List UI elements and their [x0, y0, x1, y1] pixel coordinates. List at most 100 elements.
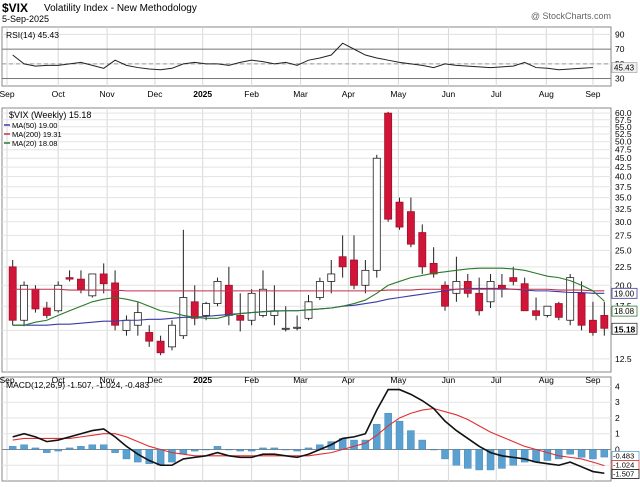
x-tick-label: Sep	[0, 375, 15, 385]
candle-up	[566, 277, 575, 321]
candle-down	[600, 315, 609, 329]
x-tick-label: Jul	[491, 375, 502, 385]
candle-up	[213, 281, 222, 304]
candle-up	[315, 281, 324, 298]
x-tick-label: Aug	[539, 375, 554, 385]
macd-histogram-bar	[384, 413, 392, 450]
macd-histogram-bar	[247, 449, 256, 452]
ma-line-2	[12, 267, 605, 326]
price-last-value: 15.18	[614, 324, 636, 334]
ma-line-1	[12, 288, 605, 292]
price-tick-label: 55.0	[615, 122, 632, 132]
ma-last-value: 19.00	[614, 289, 635, 298]
ma-legend-label: MA(50) 19.00	[12, 121, 57, 130]
x-tick-label: Oct	[52, 89, 66, 99]
macd-histogram-bar	[429, 449, 438, 451]
macd-tick-label: 4	[615, 381, 620, 391]
candle-down	[418, 232, 427, 268]
candle-up	[247, 292, 256, 321]
price-tick-label: 50.0	[615, 137, 632, 147]
x-tick-label: Sep	[585, 375, 600, 385]
macd-histogram-bar	[65, 447, 74, 450]
x-tick-label: May	[390, 375, 407, 385]
price-tick-label: 27.5	[615, 230, 632, 240]
macd-histogram-bar	[566, 449, 574, 455]
x-tick-label: Dec	[147, 375, 163, 385]
macd-tick-label: 1	[615, 429, 620, 439]
macd-tick-label: 3	[615, 397, 620, 407]
macd-histogram-bar	[225, 449, 233, 451]
macd-histogram-bar	[418, 439, 427, 450]
macd-histogram-bar	[99, 444, 108, 450]
candle-up	[133, 312, 142, 326]
candle-down	[145, 332, 154, 342]
macd-histogram-bar	[236, 449, 244, 452]
macd-histogram-bar	[441, 449, 449, 460]
macd-legend: MACD(12,26,9) -1.507, -1.024, -0.483	[6, 380, 149, 390]
macd-histogram-bar	[88, 444, 97, 450]
macd-tick-label: 0	[615, 444, 620, 454]
candle-up	[361, 269, 370, 286]
macd-histogram-bar	[350, 439, 358, 450]
rsi-tick-label: 70	[615, 44, 625, 54]
macd-histogram-bar	[259, 447, 267, 450]
price-tick-label: 12.5	[615, 354, 632, 364]
candle-down	[384, 112, 393, 220]
candle-down	[577, 292, 586, 326]
x-tick-label: Jun	[442, 89, 456, 99]
candle-down	[463, 281, 472, 294]
macd-histogram-bar	[168, 449, 176, 463]
macd-histogram-bar	[543, 449, 552, 461]
candle-down	[65, 277, 74, 280]
price-panel: 12.515.017.520.022.525.027.530.032.535.0…	[1, 107, 638, 373]
macd-histogram-bar	[373, 424, 381, 450]
x-tick-label: Mar	[293, 89, 308, 99]
macd-histogram-bar	[464, 449, 472, 469]
candle-down	[236, 315, 245, 321]
price-tick-label: 32.5	[615, 204, 632, 214]
price-tick-label: 42.5	[615, 162, 632, 172]
macd-panel: -101234MACD(12,26,9) -1.507, -1.024, -0.…	[1, 376, 640, 482]
macd-histogram-bar	[486, 449, 495, 471]
price-tick-label: 22.5	[615, 262, 632, 272]
rsi-line	[12, 42, 593, 71]
price-tick-label: 52.5	[615, 129, 632, 139]
x-tick-label: Apr	[342, 89, 355, 99]
price-tick-label: 25.0	[615, 245, 632, 255]
candle-up	[452, 281, 461, 294]
x-tick-label: Nov	[100, 375, 116, 385]
x-tick-label: Sep	[585, 89, 600, 99]
macd-histogram-bar	[361, 439, 370, 450]
macd-last-value: -1.507	[613, 469, 634, 478]
macd-line	[12, 388, 605, 475]
candle-down	[156, 340, 165, 354]
rsi-legend: RSI(14) 45.43	[6, 30, 59, 40]
price-tick-label: 47.5	[615, 145, 632, 155]
price-frame	[1, 107, 612, 373]
candle-down	[429, 262, 438, 275]
candle-down	[77, 278, 85, 290]
chart-subtitle: Volatility Index - New Methodology	[44, 3, 197, 14]
price-tick-label: 57.5	[615, 115, 632, 125]
candle-down	[406, 211, 415, 245]
macd-histogram-bar	[202, 449, 210, 451]
price-tick-label: 37.5	[615, 182, 632, 192]
ma-last-value-box	[611, 305, 638, 317]
price-tick-label: 40.0	[615, 172, 632, 182]
rsi-last-value-box	[611, 62, 638, 73]
ma-legend-label: MA(200) 19.31	[12, 130, 62, 139]
x-tick-label: Jul	[491, 89, 502, 99]
macd-histogram-bar	[293, 449, 301, 452]
candle-down	[224, 284, 233, 316]
x-tick-label: Apr	[342, 375, 355, 385]
x-tick-label: Feb	[244, 375, 259, 385]
candle-down	[395, 201, 404, 228]
macd-histogram-bar	[475, 449, 483, 471]
macd-histogram-bar	[589, 449, 597, 460]
candle-up	[327, 273, 336, 282]
macd-last-value: -1.024	[613, 460, 634, 469]
x-tick-label: Nov	[100, 89, 116, 99]
macd-histogram-bar	[31, 447, 40, 450]
macd-histogram-bar	[8, 446, 17, 450]
